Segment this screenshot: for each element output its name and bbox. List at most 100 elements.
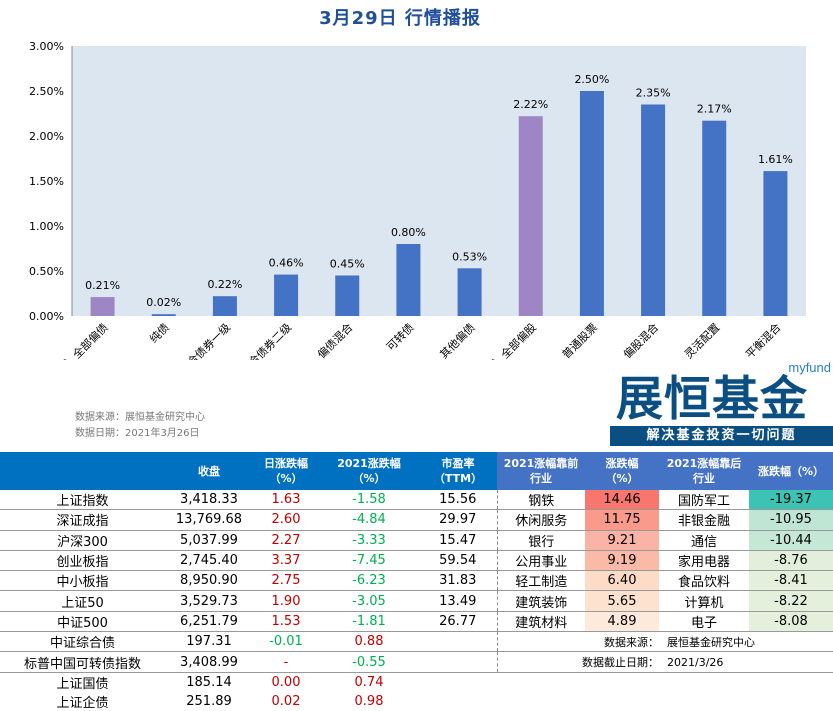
data-label: 0.53% bbox=[452, 250, 487, 263]
table-cell: 59.54 bbox=[419, 550, 497, 572]
table-cell: 9.21 bbox=[585, 530, 659, 551]
x-tick-label: 混合债券一级 bbox=[176, 320, 233, 360]
column-header: 2021涨幅靠后 行业 bbox=[659, 452, 749, 490]
table-cell: 4.89 bbox=[585, 611, 659, 633]
source-note: 数据来源：展恒基金研究中心 bbox=[75, 412, 205, 423]
table-cell: -8.08 bbox=[749, 611, 833, 633]
table-cell: 14.46 bbox=[585, 490, 659, 511]
table-cell: 3,529.73 bbox=[165, 590, 253, 612]
x-tick-label: （总）全部偏股 bbox=[475, 320, 539, 360]
column-header bbox=[0, 452, 165, 490]
x-tick-label: （总）全部偏债 bbox=[46, 320, 110, 360]
bar bbox=[151, 314, 176, 316]
table-cell: 26.77 bbox=[419, 611, 497, 633]
table-cell: 2,745.40 bbox=[165, 550, 253, 572]
table-cell: 29.97 bbox=[419, 509, 497, 531]
logo-name: 展恒基金 bbox=[616, 372, 808, 427]
table-cell: -6.23 bbox=[319, 570, 419, 592]
y-tick-label: 2.00% bbox=[29, 130, 64, 143]
table-cell: 上证企债 bbox=[56, 696, 109, 711]
table-cell: 0.02 bbox=[271, 694, 301, 710]
table-cell: 中证500 bbox=[0, 611, 165, 633]
data-label: 0.22% bbox=[207, 278, 242, 291]
table-cell: 31.83 bbox=[419, 570, 497, 592]
data-label: 2.22% bbox=[513, 98, 548, 111]
table-cell: 2.60 bbox=[253, 509, 319, 531]
column-header: 日涨跌幅 （%） bbox=[253, 452, 319, 490]
column-header: 市盈率 （TTM） bbox=[419, 452, 497, 490]
data-label: 0.45% bbox=[330, 258, 365, 271]
column-header: 涨跌幅（%） bbox=[749, 452, 833, 490]
table-cell bbox=[419, 651, 497, 673]
table-cell: 1.63 bbox=[253, 490, 319, 511]
table-row: 中证综合债 197.31 -0.01 0.88 数据来源： 展恒基金研究中心 bbox=[0, 631, 833, 653]
table-cell: 深证成指 bbox=[0, 509, 165, 531]
note-label: 数据截止日期： bbox=[496, 651, 659, 673]
y-tick-label: 0.00% bbox=[29, 310, 64, 323]
table-cell: 15.47 bbox=[419, 530, 497, 551]
table-cell: -3.33 bbox=[319, 530, 419, 551]
table-cell: 6.40 bbox=[585, 570, 659, 592]
table-cell: 3.37 bbox=[253, 550, 319, 572]
y-tick-label: 2.50% bbox=[29, 85, 64, 98]
y-tick-label: 3.00% bbox=[29, 40, 64, 53]
table-cell: 197.31 bbox=[165, 631, 253, 653]
y-tick-label: 1.00% bbox=[29, 220, 64, 233]
x-tick-label: 普通股票 bbox=[559, 320, 600, 360]
table-row: 中小板指 8,950.90 2.75 -6.23 31.83 轻工制造 6.40 食品饮料 -8… bbox=[0, 570, 833, 592]
note-label: 数据来源： bbox=[496, 631, 659, 653]
logo-myfund: myfund bbox=[788, 360, 831, 375]
table-cell: 5.65 bbox=[585, 590, 659, 612]
table-cell: 钢铁 bbox=[496, 490, 585, 511]
table-cell: 中小板指 bbox=[0, 570, 165, 592]
data-label: 2.35% bbox=[636, 87, 671, 100]
data-label: 2.17% bbox=[697, 103, 732, 116]
data-label: 0.80% bbox=[391, 226, 426, 239]
table-cell: 计算机 bbox=[659, 590, 749, 612]
table-cell: 0.00 bbox=[271, 674, 301, 690]
bar bbox=[579, 91, 604, 316]
table-cell: 0.74 bbox=[354, 674, 384, 690]
table-cell: -19.37 bbox=[749, 490, 833, 511]
table-cell: 251.89 bbox=[186, 694, 232, 710]
table-cell: 沪深300 bbox=[0, 530, 165, 551]
bar bbox=[457, 268, 482, 316]
table-cell: -10.95 bbox=[749, 509, 833, 531]
table-cell: -4.84 bbox=[319, 509, 419, 531]
y-tick-label: 1.50% bbox=[29, 175, 64, 188]
table-cell: 国防军工 bbox=[659, 490, 749, 511]
table-cell: 1.53 bbox=[253, 611, 319, 633]
table-row: 创业板指 2,745.40 3.37 -7.45 59.54 公用事业 9.19 家用电器 -8… bbox=[0, 550, 833, 572]
page-title: 3月29日 行情播报 bbox=[319, 8, 481, 29]
table-cell: -7.45 bbox=[319, 550, 419, 572]
bar bbox=[641, 104, 666, 316]
table-cell: 185.14 bbox=[186, 674, 232, 690]
table-cell: 建筑装饰 bbox=[496, 590, 585, 612]
column-header: 2021涨跌幅 （%） bbox=[319, 452, 419, 490]
table-cell: 13,769.68 bbox=[165, 509, 253, 531]
table-row: 上证企债 251.89 0.02 0.98 bbox=[0, 692, 833, 711]
bar bbox=[518, 116, 543, 316]
table-cell: 0.98 bbox=[354, 694, 384, 710]
table-cell: 0.88 bbox=[319, 631, 419, 653]
table-cell: 食品饮料 bbox=[659, 570, 749, 592]
table-row: 中证500 6,251.79 1.53 -1.81 26.77 建筑材料 4.89 电子 -8.… bbox=[0, 611, 833, 633]
table-cell: 11.75 bbox=[585, 509, 659, 531]
table-cell: -3.05 bbox=[319, 590, 419, 612]
bar bbox=[335, 275, 360, 316]
data-label: 0.02% bbox=[146, 296, 181, 309]
table-cell: -1.58 bbox=[319, 490, 419, 511]
y-tick-label: 0.50% bbox=[29, 265, 64, 278]
table-cell: 15.56 bbox=[419, 490, 497, 511]
table-row: 沪深300 5,037.99 2.27 -3.33 15.47 银行 9.21 通信 -10.4… bbox=[0, 530, 833, 551]
table-cell bbox=[419, 692, 497, 711]
x-tick-label: 其他偏债 bbox=[437, 320, 478, 360]
table-cell: 8,950.90 bbox=[165, 570, 253, 592]
data-label: 1.61% bbox=[758, 153, 793, 166]
x-tick-label: 纯债 bbox=[146, 320, 171, 345]
bar bbox=[90, 297, 115, 316]
x-tick-label: 偏债混合 bbox=[314, 320, 355, 360]
data-label: 0.21% bbox=[85, 279, 120, 292]
table-cell: -0.55 bbox=[319, 651, 419, 673]
table-cell: -10.44 bbox=[749, 530, 833, 551]
